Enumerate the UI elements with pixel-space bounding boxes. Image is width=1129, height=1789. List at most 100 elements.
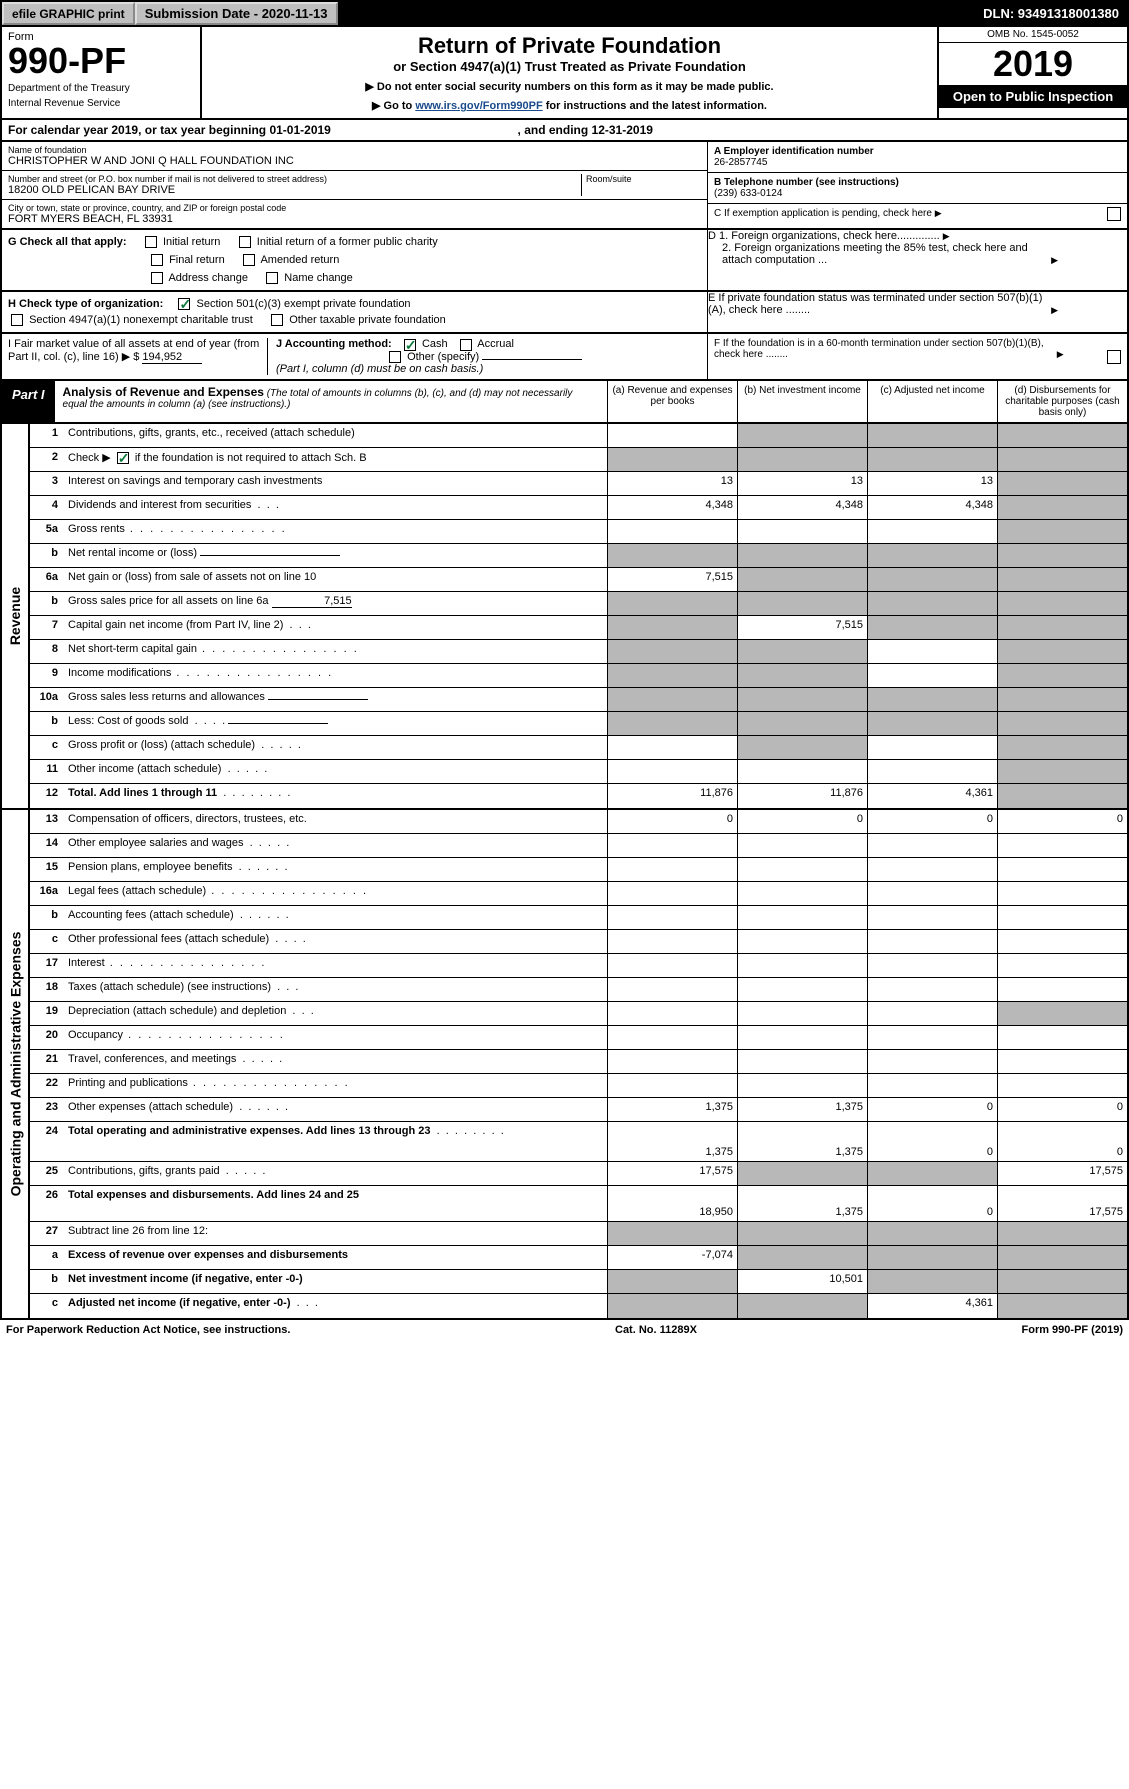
cell-b: [737, 712, 867, 735]
cogs-input[interactable]: [228, 723, 328, 724]
cell-a: [607, 882, 737, 905]
cell-b: 4,348: [737, 496, 867, 519]
cell-b: 1,375: [737, 1098, 867, 1121]
cell-c: 0: [867, 810, 997, 833]
cell-b: [737, 664, 867, 687]
ein-value: 26-2857745: [714, 157, 1121, 168]
other-taxable-checkbox[interactable]: [271, 314, 283, 326]
gross-sales-input: 7,515: [272, 595, 352, 608]
row-num: 23: [30, 1098, 64, 1121]
cell-b: [737, 736, 867, 759]
cell-d: [997, 664, 1127, 687]
cell-c: [867, 448, 997, 471]
cell-c: [867, 736, 997, 759]
address-change-checkbox[interactable]: [151, 272, 163, 284]
initial-former-label: Initial return of a former public charit…: [257, 236, 438, 248]
header-center: Return of Private Foundation or Section …: [202, 27, 937, 118]
revenue-table: Revenue 1Contributions, gifts, grants, e…: [0, 424, 1129, 810]
sch-b-checkbox[interactable]: [117, 452, 129, 464]
c-checkbox[interactable]: [1107, 207, 1121, 221]
row-16a: 16aLegal fees (attach schedule): [30, 882, 1127, 906]
cell-c: [867, 1222, 997, 1245]
final-return-checkbox[interactable]: [151, 254, 163, 266]
tax-year: 2019: [939, 43, 1127, 85]
col-a-header: (a) Revenue and expenses per books: [607, 381, 737, 422]
f-text: F If the foundation is in a 60-month ter…: [714, 338, 1054, 360]
cell-c: [867, 712, 997, 735]
cell-b: [737, 424, 867, 447]
cell-c: [867, 1162, 997, 1185]
row-num: 4: [30, 496, 64, 519]
row-num: a: [30, 1246, 64, 1269]
cell-b: [737, 688, 867, 711]
cell-b: 1,375: [737, 1122, 867, 1161]
row-13: 13Compensation of officers, directors, t…: [30, 810, 1127, 834]
row-27a: aExcess of revenue over expenses and dis…: [30, 1246, 1127, 1270]
rental-input[interactable]: [200, 555, 340, 556]
row-11: 11Other income (attach schedule) . . . .…: [30, 760, 1127, 784]
cell-c: [867, 664, 997, 687]
i-j-section: I Fair market value of all assets at end…: [2, 334, 707, 378]
footer-mid: Cat. No. 11289X: [615, 1324, 697, 1336]
dept-treasury: Department of the Treasury: [8, 83, 194, 94]
city-row: City or town, state or province, country…: [2, 200, 707, 228]
cell-a: 17,575: [607, 1162, 737, 1185]
cell-a: [607, 834, 737, 857]
cell-d: [997, 1050, 1127, 1073]
row-num: 19: [30, 1002, 64, 1025]
r2-post: if the foundation is not required to att…: [132, 452, 367, 464]
initial-return-checkbox[interactable]: [145, 236, 157, 248]
cash-checkbox[interactable]: [404, 339, 416, 351]
other-method-checkbox[interactable]: [389, 351, 401, 363]
row-num: 5a: [30, 520, 64, 543]
irs-link[interactable]: www.irs.gov/Form990PF: [415, 100, 542, 112]
row-26: 26Total expenses and disbursements. Add …: [30, 1186, 1127, 1222]
cell-a: [607, 1002, 737, 1025]
col-d-header: (d) Disbursements for charitable purpose…: [997, 381, 1127, 422]
initial-former-checkbox[interactable]: [239, 236, 251, 248]
cell-d: [997, 472, 1127, 495]
city-state-zip: FORT MYERS BEACH, FL 33931: [8, 213, 701, 225]
cell-d: [997, 906, 1127, 929]
cal-begin: 01-01-2019: [269, 123, 330, 137]
row-23: 23Other expenses (attach schedule) . . .…: [30, 1098, 1127, 1122]
arrow-icon: [1051, 304, 1060, 316]
row-15: 15Pension plans, employee benefits . . .…: [30, 858, 1127, 882]
cell-d: [997, 688, 1127, 711]
g-label: G Check all that apply:: [8, 236, 127, 248]
top-bar: efile GRAPHIC print Submission Date - 20…: [0, 0, 1129, 27]
g-d-block: G Check all that apply: Initial return I…: [0, 230, 1129, 292]
gross-sales-less-input[interactable]: [268, 699, 368, 700]
cell-b: [737, 1222, 867, 1245]
e-text: E If private foundation status was termi…: [708, 292, 1048, 316]
footer-right: Form 990-PF (2019): [1022, 1324, 1123, 1336]
accrual-checkbox[interactable]: [460, 339, 472, 351]
f-checkbox[interactable]: [1107, 350, 1121, 364]
cell-c: [867, 1074, 997, 1097]
cell-a: 1,375: [607, 1098, 737, 1121]
row-num: 15: [30, 858, 64, 881]
row-desc: Other income (attach schedule) . . . . .: [64, 760, 607, 783]
ein-section: A Employer identification number 26-2857…: [708, 142, 1127, 173]
cell-c: [867, 834, 997, 857]
row-18: 18Taxes (attach schedule) (see instructi…: [30, 978, 1127, 1002]
4947-checkbox[interactable]: [11, 314, 23, 326]
501c3-checkbox[interactable]: [178, 298, 190, 310]
name-change-checkbox[interactable]: [266, 272, 278, 284]
amended-return-checkbox[interactable]: [243, 254, 255, 266]
row-num: 8: [30, 640, 64, 663]
cell-c: [867, 930, 997, 953]
row-5a: 5aGross rents: [30, 520, 1127, 544]
other-specify-input[interactable]: [482, 359, 582, 360]
arrow-icon: [935, 208, 944, 219]
row-5b: bNet rental income or (loss): [30, 544, 1127, 568]
spacer: [338, 2, 976, 25]
row-desc: Gross sales price for all assets on line…: [64, 592, 607, 615]
cell-b: [737, 858, 867, 881]
cell-c: 0: [867, 1122, 997, 1161]
cell-b: [737, 1026, 867, 1049]
cell-c: 0: [867, 1098, 997, 1121]
arrow-icon: [1051, 254, 1060, 266]
efile-print-button[interactable]: efile GRAPHIC print: [2, 2, 135, 25]
row-desc: Dividends and interest from securities .…: [64, 496, 607, 519]
